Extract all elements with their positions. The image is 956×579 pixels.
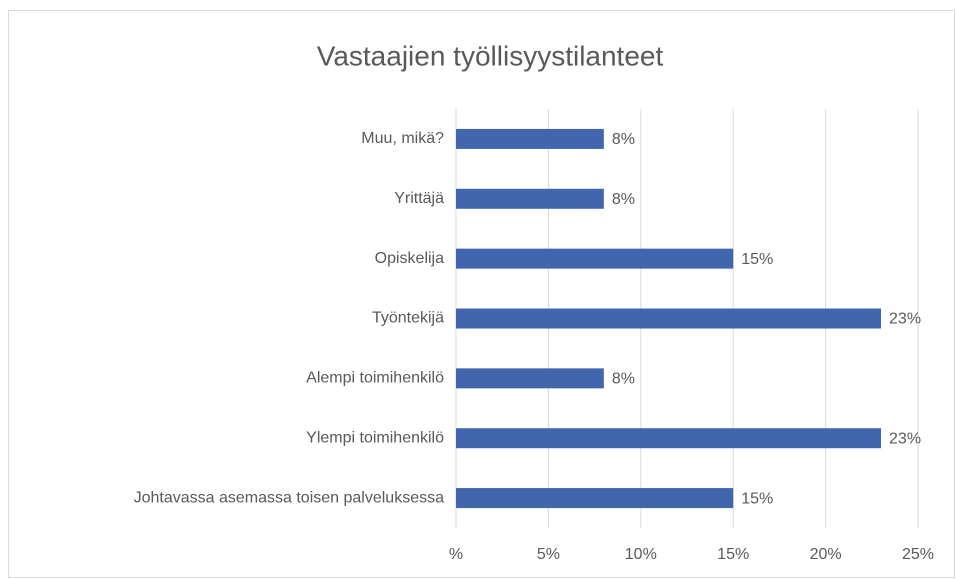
value-label: 8% <box>612 371 635 388</box>
x-tick-label: 10% <box>625 546 657 563</box>
value-label: 23% <box>889 311 921 328</box>
y-tick-label: Ylempi toimihenkilö <box>306 429 444 446</box>
value-label: 8% <box>612 131 635 148</box>
y-tick-label: Yrittäjä <box>394 190 444 207</box>
bar <box>456 428 882 449</box>
bar <box>456 248 734 269</box>
x-tick-label: 15% <box>717 546 749 563</box>
x-tick-label: % <box>449 546 463 563</box>
x-tick-label: 25% <box>902 546 934 563</box>
value-label: 8% <box>612 191 635 208</box>
bar <box>456 368 604 389</box>
bar <box>456 128 604 149</box>
bar <box>456 188 604 209</box>
y-tick-label: Johtavassa asemassa toisen palveluksessa <box>134 489 444 506</box>
value-label: 23% <box>889 430 921 447</box>
bar <box>456 488 734 509</box>
value-label: 15% <box>741 251 773 268</box>
y-tick-label: Työntekijä <box>372 310 444 327</box>
y-tick-label: Alempi toimihenkilö <box>306 370 444 387</box>
chart-border <box>8 10 955 578</box>
value-label: 15% <box>741 490 773 507</box>
y-tick-label: Muu, mikä? <box>361 130 444 147</box>
y-tick-label: Opiskelija <box>375 250 444 267</box>
bar <box>456 308 882 329</box>
chart-title: Vastaajien työllisyystilanteet <box>317 40 664 71</box>
x-tick-label: 20% <box>810 546 842 563</box>
x-tick-label: 5% <box>537 546 560 563</box>
